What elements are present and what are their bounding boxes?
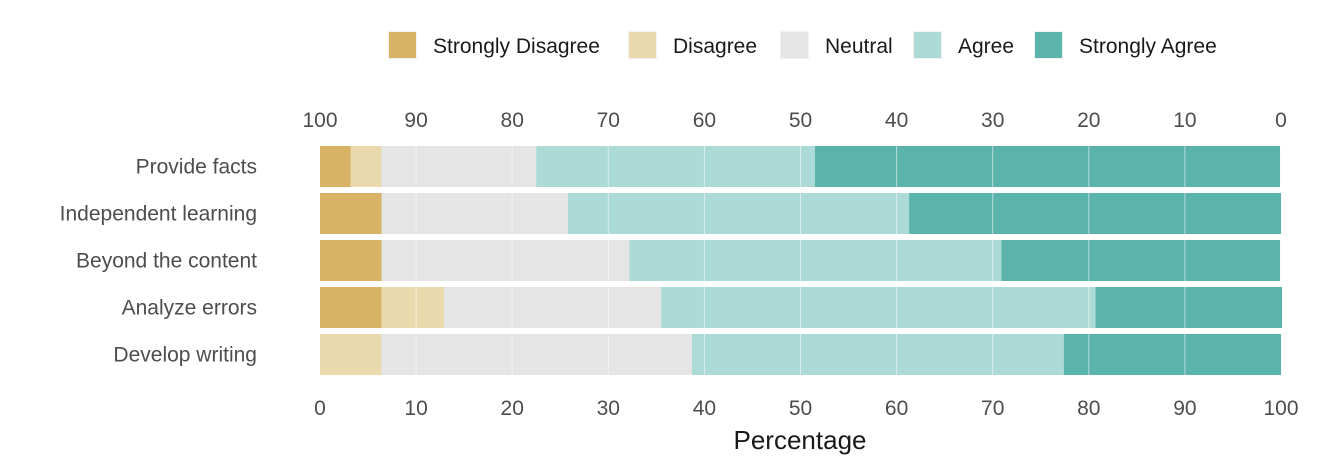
category-label: Provide facts bbox=[136, 156, 257, 179]
bars bbox=[320, 146, 1282, 375]
bottom-axis: 0 10 20 30 40 50 60 70 80 90 100 bbox=[314, 397, 1298, 420]
bar-segment bbox=[1095, 287, 1282, 328]
legend-label: Neutral bbox=[825, 35, 893, 58]
legend-swatch bbox=[388, 31, 417, 59]
bottom-tick-label: 0 bbox=[314, 397, 326, 420]
top-tick-label: 90 bbox=[404, 109, 427, 132]
bar-segment bbox=[381, 193, 568, 234]
legend-label: Disagree bbox=[673, 35, 757, 58]
bar-segment bbox=[350, 146, 382, 187]
bar-segment bbox=[320, 334, 382, 375]
top-tick-label: 0 bbox=[1275, 109, 1287, 132]
bar-segment bbox=[909, 193, 1281, 234]
top-tick-label: 10 bbox=[1173, 109, 1196, 132]
category-label: Independent learning bbox=[60, 203, 257, 226]
bottom-tick-label: 10 bbox=[404, 397, 427, 420]
bar-segment bbox=[1001, 240, 1281, 281]
bottom-tick-label: 90 bbox=[1173, 397, 1196, 420]
bar-segment bbox=[381, 240, 630, 281]
bottom-tick-label: 60 bbox=[885, 397, 908, 420]
bar-segment bbox=[381, 146, 537, 187]
bottom-tick-label: 20 bbox=[501, 397, 524, 420]
bar-segment bbox=[320, 240, 382, 281]
top-tick-label: 60 bbox=[693, 109, 716, 132]
bar-segment bbox=[381, 287, 444, 328]
bar-segment bbox=[691, 334, 1064, 375]
top-tick-label: 70 bbox=[597, 109, 620, 132]
bar-segment bbox=[1063, 334, 1281, 375]
category-label: Analyze errors bbox=[122, 297, 257, 320]
bar-segment bbox=[536, 146, 815, 187]
legend-label: Strongly Disagree bbox=[433, 35, 600, 58]
bottom-tick-label: 100 bbox=[1263, 397, 1298, 420]
top-tick-label: 20 bbox=[1077, 109, 1100, 132]
plot-area bbox=[320, 146, 1282, 375]
category-label: Develop writing bbox=[113, 344, 257, 367]
bar-segment bbox=[381, 334, 692, 375]
legend-swatch bbox=[913, 31, 942, 59]
bar-segment bbox=[320, 193, 382, 234]
bar-segment bbox=[320, 287, 382, 328]
top-tick-label: 50 bbox=[789, 109, 812, 132]
top-tick-label: 100 bbox=[302, 109, 337, 132]
top-axis: 100 90 80 70 60 50 40 30 20 10 0 bbox=[302, 109, 1286, 132]
bar-segment bbox=[320, 146, 351, 187]
bottom-tick-label: 40 bbox=[693, 397, 716, 420]
grid-lines bbox=[415, 146, 1186, 375]
legend-swatch bbox=[780, 31, 809, 59]
legend-swatch bbox=[628, 31, 657, 59]
legend-label: Strongly Agree bbox=[1079, 35, 1217, 58]
top-tick-label: 40 bbox=[885, 109, 908, 132]
bar-segment bbox=[814, 146, 1281, 187]
bar-segment bbox=[567, 193, 910, 234]
legend-label: Agree bbox=[958, 35, 1014, 58]
y-axis: Provide facts Independent learning Beyond … bbox=[60, 156, 257, 367]
bottom-tick-label: 80 bbox=[1077, 397, 1100, 420]
bottom-tick-label: 30 bbox=[597, 397, 620, 420]
top-tick-label: 30 bbox=[981, 109, 1004, 132]
legend-swatch bbox=[1034, 31, 1063, 59]
bottom-tick-label: 70 bbox=[981, 397, 1004, 420]
bar-segment bbox=[629, 240, 1002, 281]
top-tick-label: 80 bbox=[501, 109, 524, 132]
bar-segment bbox=[661, 287, 1096, 328]
category-label: Beyond the content bbox=[76, 250, 257, 273]
bar-segment bbox=[443, 287, 662, 328]
legend: Strongly Disagree Disagree Neutral Agree Str… bbox=[388, 31, 1217, 59]
bottom-tick-label: 50 bbox=[789, 397, 812, 420]
x-axis-title: Percentage bbox=[734, 425, 867, 455]
